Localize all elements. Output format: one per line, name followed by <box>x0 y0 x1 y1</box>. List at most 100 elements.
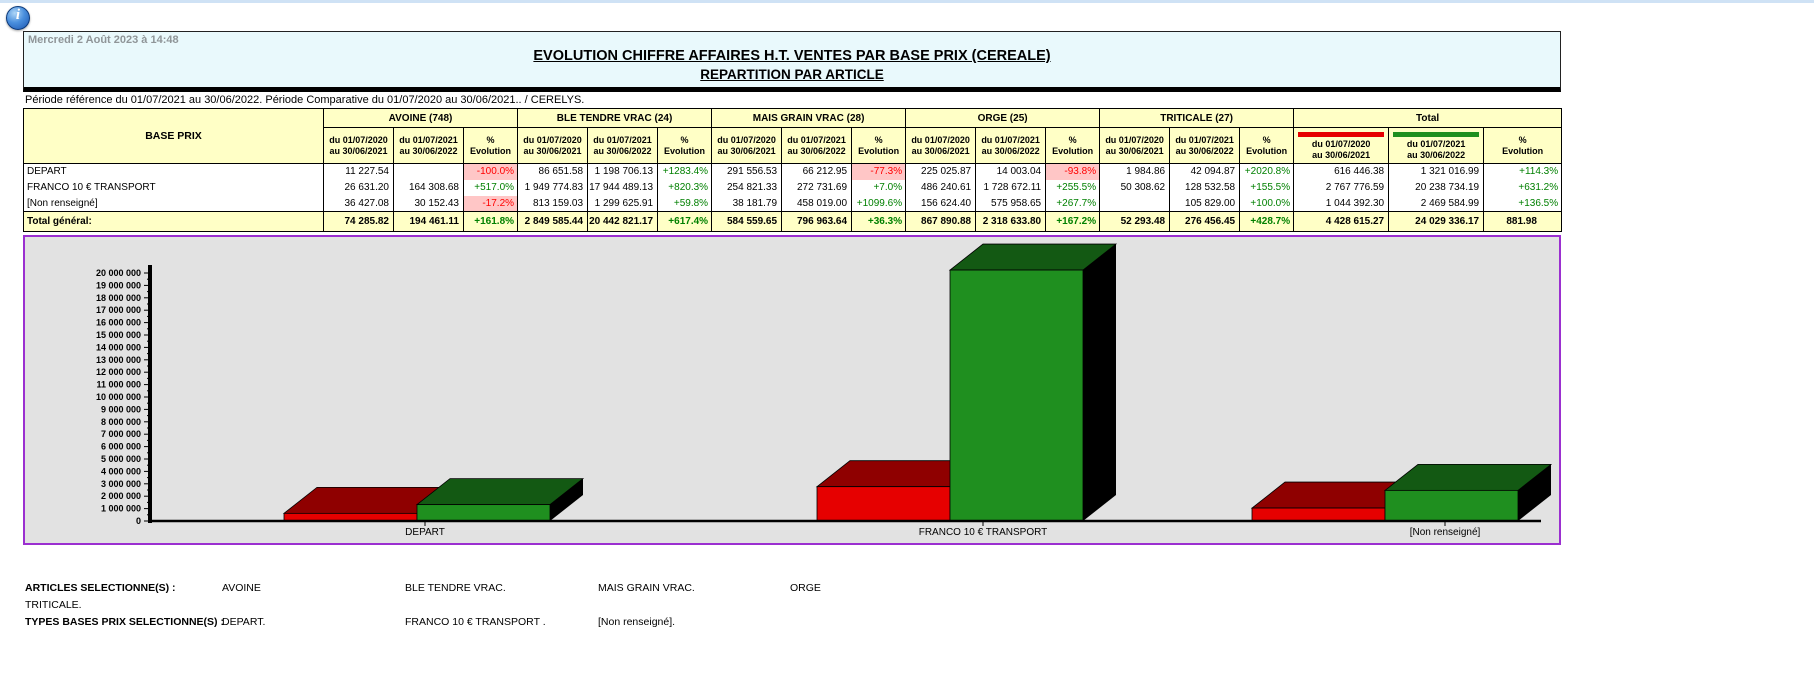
period-col-header: du 01/07/2021 au 30/06/2022 <box>781 127 853 164</box>
y-tick-label: 19 000 000 <box>96 280 141 290</box>
evolution-cell: +59.8% <box>657 195 713 212</box>
category-label: FRANCO 10 € TRANSPORT <box>919 527 1048 538</box>
evolution-cell: +255.5% <box>1045 179 1101 196</box>
value-cell: 1 198 706.13 <box>587 163 659 180</box>
value-cell: 276 456.45 <box>1169 211 1241 232</box>
value-cell: 194 461.11 <box>393 211 464 232</box>
value-cell: 1 984.86 <box>1099 163 1171 180</box>
evolution-cell: -17.2% <box>462 195 519 212</box>
group-header: BLE TENDRE VRAC (24) <box>517 108 713 128</box>
evolution-cell: +2020.8% <box>1239 163 1295 180</box>
table-row: Total général: 74 285.82 194 461.11 +161.8%… <box>23 211 1563 232</box>
y-tick-label: 5 000 000 <box>101 454 141 464</box>
y-tick-label: 3 000 000 <box>101 479 141 489</box>
articles-line1: ARTICLES SELECTIONNE(S) : AVOINE BLE TEND… <box>23 582 1561 599</box>
evolution-cell: 881.98 <box>1483 211 1563 232</box>
base-prix-header: BASE PRIX <box>23 108 324 164</box>
value-cell: 486 240.61 <box>905 179 977 196</box>
table-period-row: du 01/07/2020 au 30/06/2021 du 01/07/2021 a… <box>24 127 1563 164</box>
group-header: ORGE (25) <box>905 108 1101 128</box>
value-cell <box>1099 195 1171 212</box>
value-cell: 813 159.03 <box>517 195 589 212</box>
value-cell: 14 003.04 <box>975 163 1047 180</box>
chart-area: 0 1 000 000 2 000 000 3 000 000 4 000 000 5 0… <box>23 235 1561 545</box>
bar-front-face <box>1251 507 1386 522</box>
bar-chart: 0 1 000 000 2 000 000 3 000 000 4 000 000 5 0… <box>96 243 1553 538</box>
period-col-header: du 01/07/2020 au 30/06/2021 <box>1099 127 1171 164</box>
evolution-cell: -100.0% <box>462 163 519 180</box>
value-cell: 2 849 585.44 <box>517 211 589 232</box>
evolution-cell: +114.3% <box>1483 163 1563 180</box>
report-datetime: Mercredi 2 Août 2023 à 14:48 <box>28 34 179 46</box>
report-title: EVOLUTION CHIFFRE AFFAIRES H.T. VENTES P… <box>533 48 1051 64</box>
value-cell: 20 442 821.17 <box>587 211 659 232</box>
category-label: DEPART <box>405 527 445 538</box>
value-cell: 2 469 584.99 <box>1388 195 1485 212</box>
value-cell: 50 308.62 <box>1099 179 1171 196</box>
types-label: TYPES BASES PRIX SELECTIONNE(S) : <box>25 616 224 628</box>
y-tick-label: 16 000 000 <box>96 318 141 328</box>
group-header: AVOINE (748) <box>322 108 519 128</box>
y-tick-label: 13 000 000 <box>96 355 141 365</box>
period-col-header: du 01/07/2021 au 30/06/2022 <box>975 127 1047 164</box>
value-cell <box>393 163 464 180</box>
value-cell: 42 094.87 <box>1169 163 1241 180</box>
period-col-header: du 01/07/2021 au 30/06/2022 <box>587 127 659 164</box>
evolution-cell: +7.0% <box>851 179 907 196</box>
row-label: [Non renseigné] <box>23 195 324 212</box>
evolution-cell: +161.8% <box>462 211 519 232</box>
selected-article: TRITICALE. <box>25 599 82 611</box>
green-series-swatch <box>1393 131 1480 137</box>
evolution-col-header: % Evolution <box>851 127 907 164</box>
period-col-header: du 01/07/2021 au 30/06/2022 <box>393 127 464 164</box>
selected-article: MAIS GRAIN VRAC. <box>598 582 695 594</box>
bar-front-face <box>416 504 551 522</box>
y-tick-label: 17 000 000 <box>96 305 141 315</box>
articles-line2: TRITICALE. <box>23 599 1561 616</box>
report-header: Mercredi 2 Août 2023 à 14:48 EVOLUTION C… <box>23 31 1561 92</box>
evolution-col-header: % Evolution <box>1045 127 1101 164</box>
evolution-cell: +100.0% <box>1239 195 1295 212</box>
value-cell: 38 181.79 <box>711 195 783 212</box>
value-cell: 86 651.58 <box>517 163 589 180</box>
y-tick-label: 1 000 000 <box>101 504 141 514</box>
value-cell: 52 293.48 <box>1099 211 1171 232</box>
value-cell: 4 428 615.27 <box>1293 211 1390 232</box>
evolution-col-header: % Evolution <box>1239 127 1295 164</box>
evolution-cell: +1099.6% <box>851 195 907 212</box>
value-cell: 66 212.95 <box>781 163 853 180</box>
selected-article: AVOINE <box>222 582 261 594</box>
period-col-header: du 01/07/2020 au 30/06/2021 <box>905 127 977 164</box>
info-icon[interactable]: i <box>6 6 30 30</box>
value-cell: 575 958.65 <box>975 195 1047 212</box>
y-tick-label: 9 000 000 <box>101 404 141 414</box>
value-cell: 11 227.54 <box>323 163 394 180</box>
report-subtitle: REPARTITION PAR ARTICLE <box>700 67 884 82</box>
evolution-cell: +136.5% <box>1483 195 1563 212</box>
bar-front-face <box>949 269 1084 522</box>
y-tick-label: 2 000 000 <box>101 491 141 501</box>
y-tick-label: 7 000 000 <box>101 429 141 439</box>
y-tick-label: 20 000 000 <box>96 268 141 278</box>
value-cell: 36 427.08 <box>323 195 394 212</box>
row-label: Total général: <box>23 211 324 232</box>
value-cell: 74 285.82 <box>323 211 394 232</box>
evolution-cell: +631.2% <box>1483 179 1563 196</box>
y-tick-label: 11 000 000 <box>96 380 141 390</box>
window-top-edge <box>0 0 1814 3</box>
value-cell: 616 446.38 <box>1293 163 1390 180</box>
y-tick-label: 14 000 000 <box>96 342 141 352</box>
evolution-col-header: % Evolution <box>657 127 713 164</box>
selected-base-prix: [Non renseigné]. <box>598 616 676 628</box>
row-label: DEPART <box>23 163 324 180</box>
value-cell: 254 821.33 <box>711 179 783 196</box>
bar-side-face <box>550 478 583 521</box>
y-tick-label: 8 000 000 <box>101 417 141 427</box>
period-col-header: du 01/07/2021 au 30/06/2022 <box>1388 127 1485 164</box>
y-tick-label: 0 <box>136 516 141 526</box>
value-cell: 105 829.00 <box>1169 195 1241 212</box>
value-cell: 291 556.53 <box>711 163 783 180</box>
y-tick-label: 12 000 000 <box>96 367 141 377</box>
y-tick-label: 15 000 000 <box>96 330 141 340</box>
value-cell: 1 299 625.91 <box>587 195 659 212</box>
